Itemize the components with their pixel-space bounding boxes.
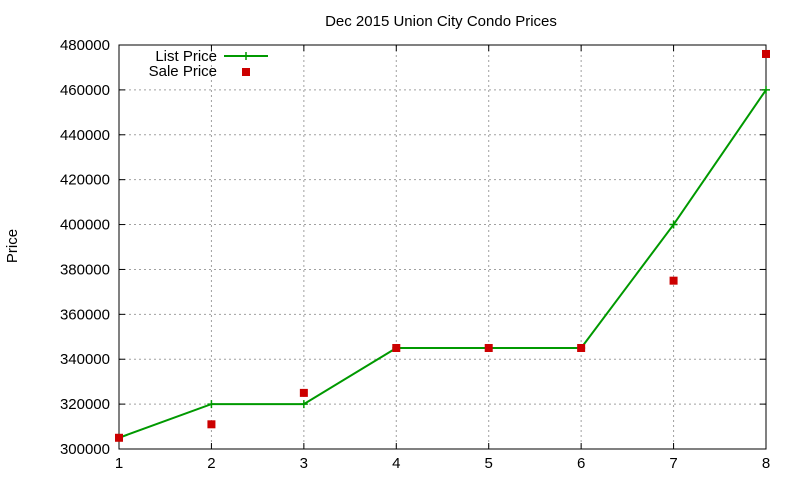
list-price-point <box>207 400 216 409</box>
sale-price-point <box>762 49 770 58</box>
chart-title: Dec 2015 Union City Condo Prices <box>325 13 557 30</box>
legend-marker-sale-price <box>242 68 250 76</box>
grid-lines <box>119 45 766 449</box>
legend-label-sale-price: Sale Price <box>149 63 217 80</box>
list-price-point <box>299 400 308 409</box>
x-tick-label: 8 <box>762 455 770 472</box>
sale-price-point <box>669 276 678 285</box>
y-tick-label: 360000 <box>60 306 110 323</box>
y-tick-label: 460000 <box>60 82 110 99</box>
sale-price-point <box>115 433 123 442</box>
y-tick-label: 300000 <box>60 441 110 458</box>
y-tick-label: 340000 <box>60 351 110 368</box>
y-tick-label: 440000 <box>60 127 110 144</box>
axis-ticks: 1 2 3 4 5 6 7 8 300000 320000 340000 360000 380000 40… <box>60 37 770 472</box>
legend-label-list-price: List Price <box>155 48 217 65</box>
sale-price-point <box>484 344 493 352</box>
y-tick-label: 420000 <box>60 172 110 189</box>
x-tick-label: 3 <box>300 455 308 472</box>
legend-marker-list-price <box>242 52 250 60</box>
sale-price-point <box>577 344 586 352</box>
sale-price-point <box>299 388 308 397</box>
y-tick-label: 380000 <box>60 261 110 278</box>
y-tick-label: 480000 <box>60 37 110 54</box>
x-tick-label: 1 <box>115 455 123 472</box>
x-tick-label: 2 <box>207 455 215 472</box>
sale-price-point <box>392 344 401 352</box>
plot-frame <box>118 44 767 450</box>
list-price-point <box>762 85 770 94</box>
series-layer <box>115 49 770 442</box>
x-tick-label: 6 <box>577 455 585 472</box>
sale-price-point <box>207 420 216 429</box>
y-axis-label: Price <box>4 229 21 263</box>
x-tick-label: 7 <box>669 455 677 472</box>
y-tick-label: 320000 <box>60 396 110 413</box>
x-tick-label: 5 <box>485 455 493 472</box>
list-price-line <box>118 89 767 439</box>
x-tick-label: 4 <box>392 455 400 472</box>
list-price-point <box>669 220 678 229</box>
y-tick-label: 400000 <box>60 217 110 234</box>
